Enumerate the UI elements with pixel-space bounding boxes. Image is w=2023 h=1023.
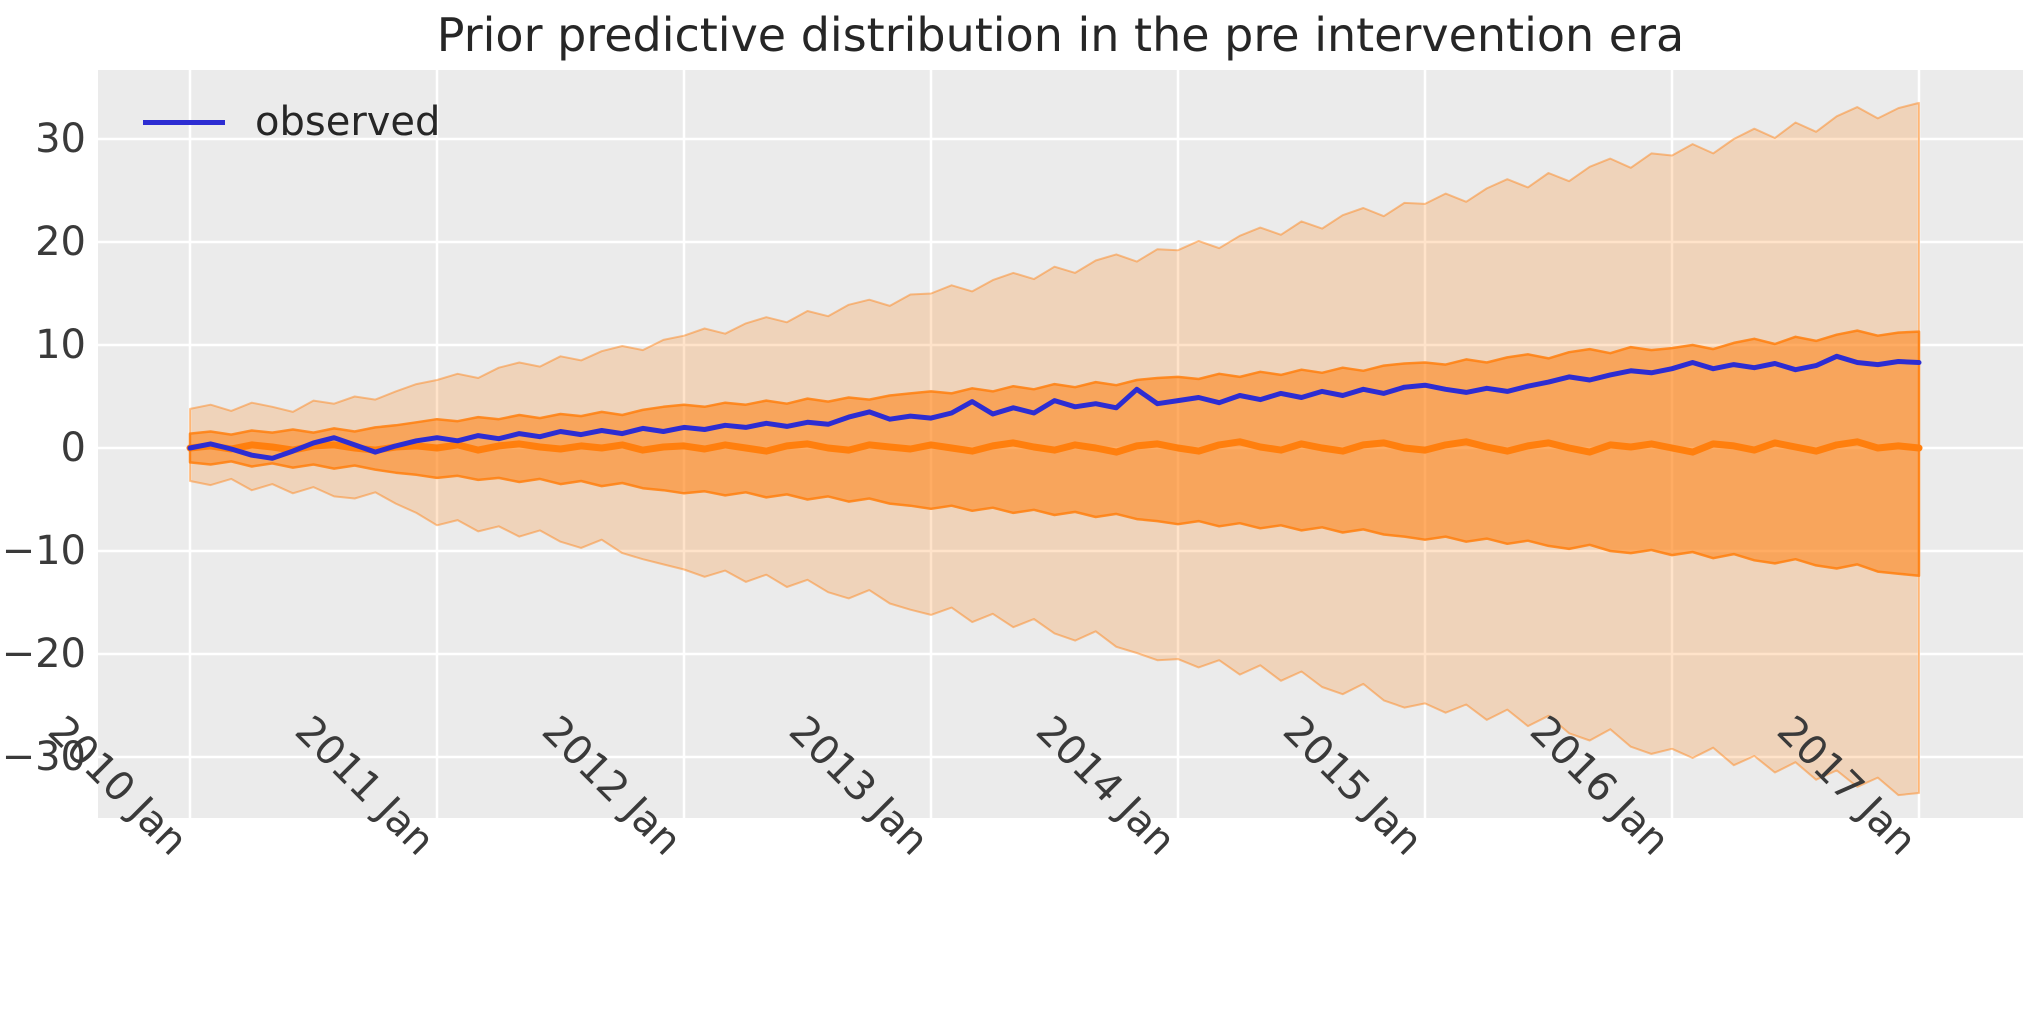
observed-line: [187, 353, 1922, 461]
data-lines: [186, 353, 1923, 461]
legend-label-observed: observed: [255, 99, 441, 145]
prior-predictive-median-line: [186, 438, 1923, 456]
y-tick-label: 30: [35, 116, 86, 162]
y-tick-label: −20: [1, 631, 86, 677]
y-tick-label: −10: [1, 528, 86, 574]
observed-line-swatch: [143, 119, 225, 125]
y-tick-label: 10: [35, 322, 86, 368]
legend: observed: [143, 96, 440, 148]
chart-title: Prior predictive distribution in the pre…: [436, 8, 1685, 62]
y-tick-label: 0: [60, 425, 86, 471]
y-tick-label: −30: [1, 734, 86, 780]
y-tick-label: 20: [35, 219, 86, 265]
